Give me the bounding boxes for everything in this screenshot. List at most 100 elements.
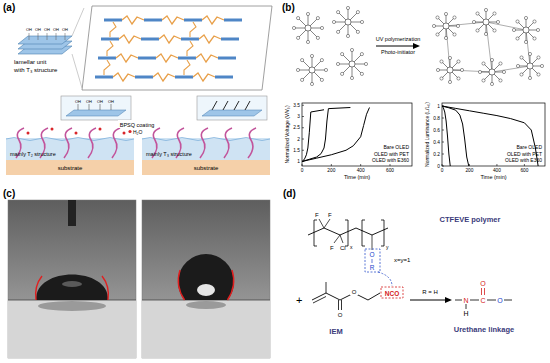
atom-group: [476, 29, 479, 32]
chain: [156, 54, 178, 62]
atom-group: [306, 40, 309, 43]
lamella-rod: [178, 57, 196, 60]
atom-group: [540, 64, 543, 67]
chain: [202, 16, 224, 24]
data-group: [302, 108, 369, 162]
atom-group: [457, 77, 460, 80]
line: [65, 33, 66, 40]
structure-label: mainly T₃ structure: [146, 151, 192, 157]
oh-label: OH: [53, 27, 59, 32]
substrate-label: substrate: [194, 165, 219, 171]
chain: [122, 16, 144, 24]
highlight-box: [381, 287, 403, 298]
line: [470, 300, 479, 301]
structure-label: mainly T₂ structure: [10, 151, 56, 157]
substrate: [6, 160, 134, 175]
series-line: [302, 108, 350, 162]
atom-group: [320, 26, 323, 29]
line: [484, 288, 485, 295]
core: [527, 63, 533, 69]
lamella-rod: [215, 76, 233, 79]
crosslink: [486, 22, 526, 30]
y-axis-label: Normalized Voltage (V/V₀): [284, 105, 290, 164]
water-dot: [99, 128, 102, 131]
line: [72, 8, 84, 36]
photo: [8, 200, 136, 358]
line: [47, 33, 48, 40]
atom-group: [448, 80, 451, 83]
line: [466, 304, 467, 309]
monomer-label: IEM: [329, 327, 342, 336]
lamella-rod: [218, 57, 236, 60]
series-line: [442, 106, 469, 166]
crosslink: [446, 22, 486, 26]
atom-group: [456, 24, 459, 27]
atom-group: [360, 53, 363, 56]
atom-group: [493, 29, 496, 32]
molecule: [512, 16, 539, 43]
core: [447, 67, 453, 73]
line: [29, 33, 30, 40]
atom-group: [533, 37, 536, 40]
atom: O: [352, 289, 357, 295]
y-tick-label: 0.2: [433, 152, 440, 157]
atom-group: [520, 56, 523, 59]
y-tick-label: 3.5: [293, 103, 300, 108]
core: [523, 27, 529, 33]
lamella-sheet: [66, 110, 126, 116]
molecule: [436, 56, 463, 83]
atom: C: [480, 297, 485, 304]
atom-group: [533, 20, 536, 23]
line: [56, 33, 57, 40]
core: [305, 25, 311, 31]
x-tick: [302, 164, 303, 166]
line: [319, 219, 324, 228]
x-tick-label: 0: [301, 168, 304, 173]
inset: [197, 96, 267, 120]
lamella-rod: [144, 19, 162, 22]
atom-group: [337, 11, 340, 14]
legend-entry: OLED with E360: [372, 157, 409, 163]
legend-entry: OLED with PET: [374, 151, 409, 157]
highlight: [197, 284, 215, 296]
y-tick-label: 1: [437, 104, 440, 109]
inset: [61, 96, 131, 120]
atom-group: [496, 20, 499, 23]
legend-entry: OLED with E360: [505, 157, 542, 163]
water-dot: [51, 128, 54, 131]
chain: [153, 73, 175, 81]
subscript: x: [350, 244, 353, 250]
arrow: [245, 101, 250, 110]
atom-group: [332, 20, 335, 23]
line: [340, 235, 343, 243]
y-tick: [442, 166, 444, 167]
plot-frame: [302, 103, 412, 166]
line: [89, 104, 90, 110]
contact-angle: [227, 270, 233, 300]
atom-group: [460, 68, 463, 71]
y-tick: [442, 154, 444, 155]
atom: O: [480, 280, 486, 287]
atom-group: [472, 20, 475, 23]
atom: F: [315, 212, 319, 218]
core: [309, 67, 315, 73]
plus: +: [296, 294, 302, 306]
chain: [248, 128, 256, 158]
unit-label: with T₃ structure: [13, 67, 58, 73]
atom-group: [537, 73, 540, 76]
chain: [224, 128, 232, 158]
x-tick: [360, 164, 361, 166]
atom-group: [320, 59, 323, 62]
atom-group: [476, 12, 479, 15]
legend-entry: Bare OLED: [516, 144, 542, 150]
x-axis-label: Time (min): [344, 174, 370, 180]
droplet: [36, 275, 108, 301]
y-tick: [302, 139, 304, 140]
atom-group: [306, 12, 309, 15]
atom-group: [490, 58, 493, 61]
atom-group: [453, 33, 456, 36]
atom-group: [528, 52, 531, 55]
atom-group: [346, 34, 349, 37]
atom-group: [310, 82, 313, 85]
arrow: [212, 101, 217, 110]
